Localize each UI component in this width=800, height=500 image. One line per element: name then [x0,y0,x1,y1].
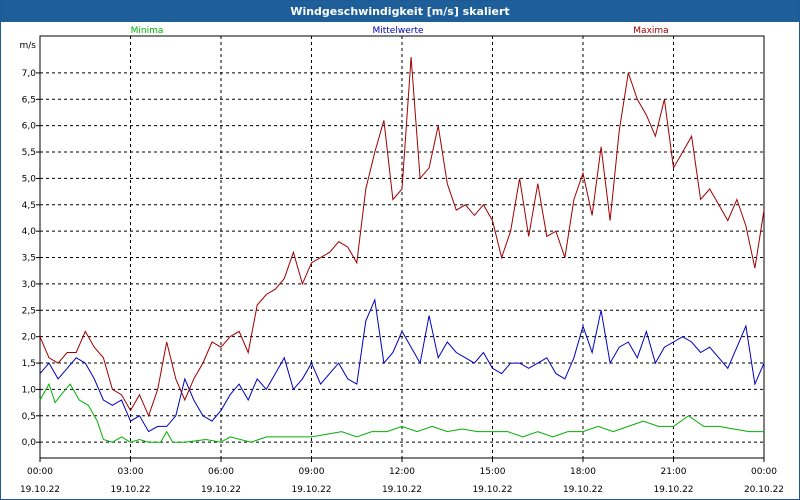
legend-entry-maxima: Maxima [633,26,668,36]
y-tick-label: 2,5 [22,306,36,316]
x-tick-date: 19.10.22 [291,485,331,495]
x-tick-time: 12:00 [389,467,415,477]
x-tick-date: 19.10.22 [653,485,693,495]
x-tick-time: 03:00 [118,467,144,477]
y-tick-label: 5,5 [22,148,36,158]
y-tick-label: 6,5 [22,95,36,105]
series-line-minima [39,382,764,443]
x-tick-time: 21:00 [661,467,687,477]
y-tick-label: 3,5 [22,254,36,264]
x-tick-time: 00:00 [751,467,777,477]
x-tick-time: 06:00 [208,467,234,477]
legend-entry-mittelwerte: Mittelwerte [372,26,423,36]
x-tick-time: 15:00 [480,467,506,477]
y-tick-label: 1,0 [22,385,37,395]
y-tick-label: 6,0 [22,122,37,132]
x-tick-date: 19.10.22 [472,485,512,495]
x-tick-date: 19.10.22 [201,485,241,495]
series-line-mittelwerte [39,297,765,433]
x-tick-time: 09:00 [299,467,325,477]
x-tick-date: 19.10.22 [20,485,60,495]
x-tick-time: 18:00 [570,467,596,477]
x-tick-date: 20.10.22 [744,485,784,495]
window-title: Windgeschwindigkeit [m/s] skaliert [1,1,799,22]
legend-entry-minima: Minima [131,26,164,36]
y-tick-label: 4,0 [22,227,37,237]
x-tick-date: 19.10.22 [382,485,422,495]
y-tick-label: 1,5 [22,359,36,369]
y-tick-label: 7,0 [22,69,37,79]
y-axis-label: m/s [20,41,37,51]
y-tick-label: 3,0 [22,280,37,290]
x-tick-time: 00:00 [27,467,53,477]
y-tick-label: 5,0 [22,174,37,184]
x-tick-date: 19.10.22 [110,485,150,495]
y-tick-label: 0,0 [22,438,37,448]
y-tick-label: 4,5 [22,201,36,211]
y-tick-label: 0,5 [22,412,36,422]
y-tick-label: 2,0 [22,333,37,343]
series-line-maxima [39,57,765,418]
x-tick-date: 19.10.22 [563,485,603,495]
